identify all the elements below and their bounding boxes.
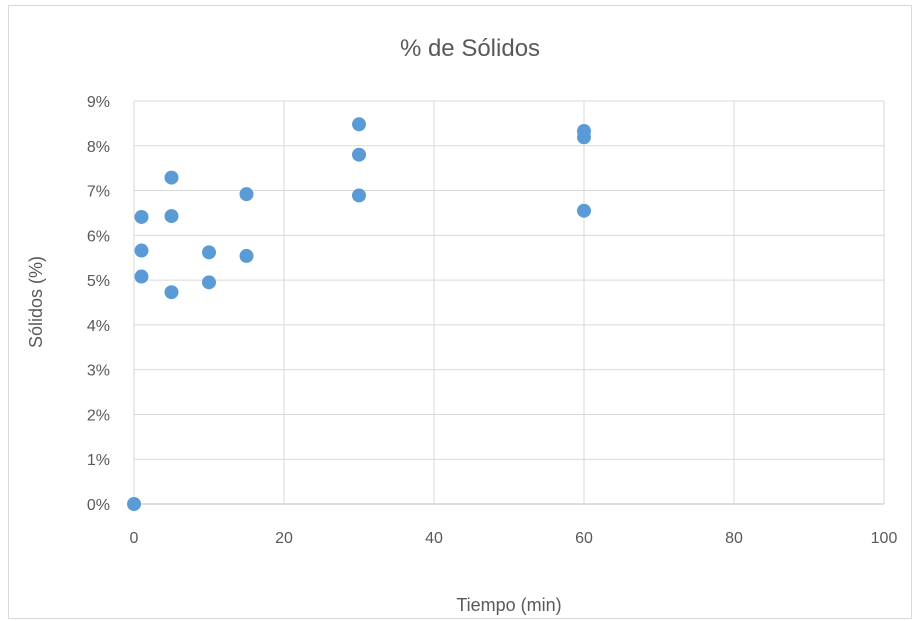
data-points — [127, 117, 591, 511]
x-tick-label: 20 — [275, 530, 293, 547]
y-tick-label: 9% — [87, 94, 110, 111]
y-axis-title: Sólidos (%) — [26, 256, 46, 348]
data-point — [202, 245, 216, 260]
y-axis-ticks: 0% 1% 2% 3% 4% 5% 6% 7% 8% 9% — [87, 94, 110, 514]
data-point — [127, 497, 141, 511]
data-point — [352, 188, 366, 203]
x-tick-label: 0 — [130, 530, 139, 547]
x-axis-title: Tiempo (min) — [456, 595, 561, 615]
data-point — [164, 285, 179, 300]
data-point — [164, 209, 179, 224]
x-tick-label: 80 — [725, 530, 743, 547]
data-point — [352, 147, 366, 162]
x-axis-ticks: 0 20 40 60 80 100 — [130, 530, 898, 547]
y-tick-label: 8% — [87, 139, 110, 156]
x-tick-label: 100 — [871, 530, 898, 547]
y-tick-label: 4% — [87, 318, 110, 335]
y-tick-label: 1% — [87, 452, 110, 469]
x-tick-label: 60 — [575, 530, 593, 547]
chart-title: % de Sólidos — [400, 35, 540, 62]
data-point — [134, 243, 149, 258]
data-point — [239, 187, 254, 202]
y-tick-label: 5% — [87, 273, 110, 290]
data-point — [577, 203, 591, 218]
data-point — [164, 170, 179, 185]
x-tick-label: 40 — [425, 530, 443, 547]
data-point — [239, 248, 254, 263]
data-point — [577, 130, 591, 145]
data-point — [352, 117, 366, 132]
y-tick-label: 7% — [87, 184, 110, 201]
data-point — [134, 209, 149, 224]
gridlines — [133, 100, 885, 505]
y-tick-label: 2% — [87, 407, 110, 424]
y-tick-label: 0% — [87, 497, 110, 514]
data-point — [202, 275, 216, 290]
y-tick-label: 3% — [87, 363, 110, 380]
y-tick-label: 6% — [87, 228, 110, 245]
data-point — [134, 269, 149, 284]
chart-frame — [8, 5, 912, 619]
